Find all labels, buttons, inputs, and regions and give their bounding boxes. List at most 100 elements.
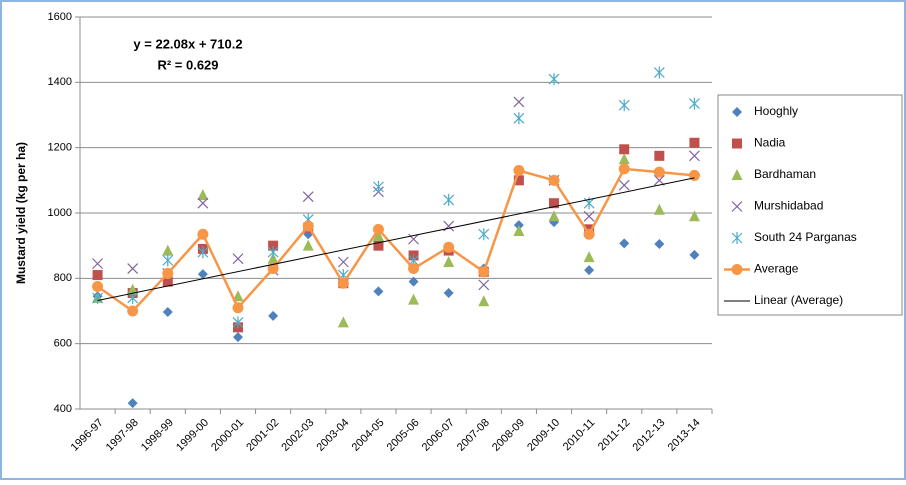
marker	[513, 165, 525, 177]
marker	[443, 256, 455, 267]
marker	[232, 253, 244, 265]
y-tick-label: 400	[54, 403, 72, 415]
marker	[478, 295, 490, 307]
marker	[619, 144, 630, 155]
marker	[408, 293, 420, 305]
marker	[268, 240, 279, 251]
marker	[232, 290, 244, 302]
marker	[373, 240, 384, 251]
marker	[654, 239, 665, 250]
y-tick-label: 1600	[48, 11, 72, 23]
marker	[197, 269, 208, 280]
marker	[584, 265, 595, 276]
trend-r2: R² = 0.629	[157, 57, 218, 72]
marker	[689, 97, 700, 110]
marker	[689, 137, 700, 148]
legend-box	[717, 94, 903, 316]
marker	[732, 107, 742, 117]
marker	[548, 73, 560, 86]
y-tick-label: 1400	[48, 76, 72, 88]
marker	[618, 153, 630, 165]
marker	[731, 264, 743, 275]
series-line	[96, 167, 695, 313]
marker	[162, 254, 174, 267]
y-tick-label: 600	[54, 338, 72, 350]
marker	[653, 166, 665, 178]
marker	[162, 244, 174, 256]
marker	[619, 238, 630, 249]
trendline	[97, 177, 695, 301]
marker	[302, 239, 314, 251]
marker	[162, 267, 174, 279]
marker	[302, 220, 314, 232]
marker	[92, 270, 103, 281]
marker	[373, 286, 384, 297]
marker	[162, 306, 173, 317]
y-tick-label: 1000	[48, 207, 72, 219]
trend-equation: y = 22.08x + 710.2	[133, 36, 242, 51]
marker	[732, 138, 742, 149]
marker	[618, 163, 630, 175]
marker	[653, 203, 665, 215]
marker	[92, 258, 103, 270]
marker	[267, 263, 279, 275]
marker	[689, 150, 700, 162]
marker	[372, 229, 384, 241]
marker	[689, 249, 700, 260]
marker	[688, 169, 700, 181]
marker	[337, 316, 349, 328]
marker	[127, 263, 139, 274]
marker	[337, 277, 349, 289]
y-axis-title: Mustard yield (kg per ha)	[14, 142, 28, 284]
marker	[688, 210, 700, 222]
marker	[197, 189, 209, 201]
marker	[92, 291, 103, 304]
marker	[478, 279, 490, 291]
marker	[232, 316, 244, 329]
marker	[618, 99, 630, 112]
marker	[443, 241, 455, 253]
marker	[549, 198, 559, 209]
marker	[548, 174, 560, 186]
marker	[197, 246, 209, 259]
marker	[267, 252, 279, 264]
marker	[513, 175, 524, 186]
legend-label: Linear (Average)	[754, 293, 843, 307]
marker	[127, 398, 138, 409]
marker	[513, 112, 525, 125]
marker	[267, 246, 279, 259]
marker	[302, 191, 314, 203]
legend-label: South 24 Parganas	[754, 230, 857, 244]
marker	[731, 232, 743, 244]
marker	[197, 228, 209, 240]
marker	[513, 96, 525, 108]
marker	[513, 224, 525, 236]
marker	[233, 332, 243, 343]
marker	[443, 193, 455, 206]
marker	[197, 197, 209, 209]
marker	[408, 263, 420, 275]
marker	[443, 288, 454, 299]
marker	[372, 223, 384, 235]
marker	[653, 174, 665, 186]
marker	[373, 180, 384, 193]
marker	[583, 210, 595, 222]
marker	[478, 228, 490, 241]
marker	[653, 66, 665, 79]
marker	[731, 169, 743, 180]
marker	[127, 291, 139, 304]
marker	[337, 256, 349, 268]
marker	[408, 276, 419, 287]
legend-label: Average	[754, 262, 799, 276]
marker	[583, 251, 595, 263]
legend-label: Murshidabad	[754, 199, 823, 213]
marker	[127, 283, 139, 295]
legend-label: Nadia	[754, 136, 786, 150]
y-tick-label: 800	[54, 272, 72, 284]
marker	[618, 179, 630, 191]
marker	[162, 276, 173, 287]
marker	[92, 281, 104, 292]
legend-label: Bardhaman	[754, 167, 816, 181]
marker	[731, 201, 743, 212]
